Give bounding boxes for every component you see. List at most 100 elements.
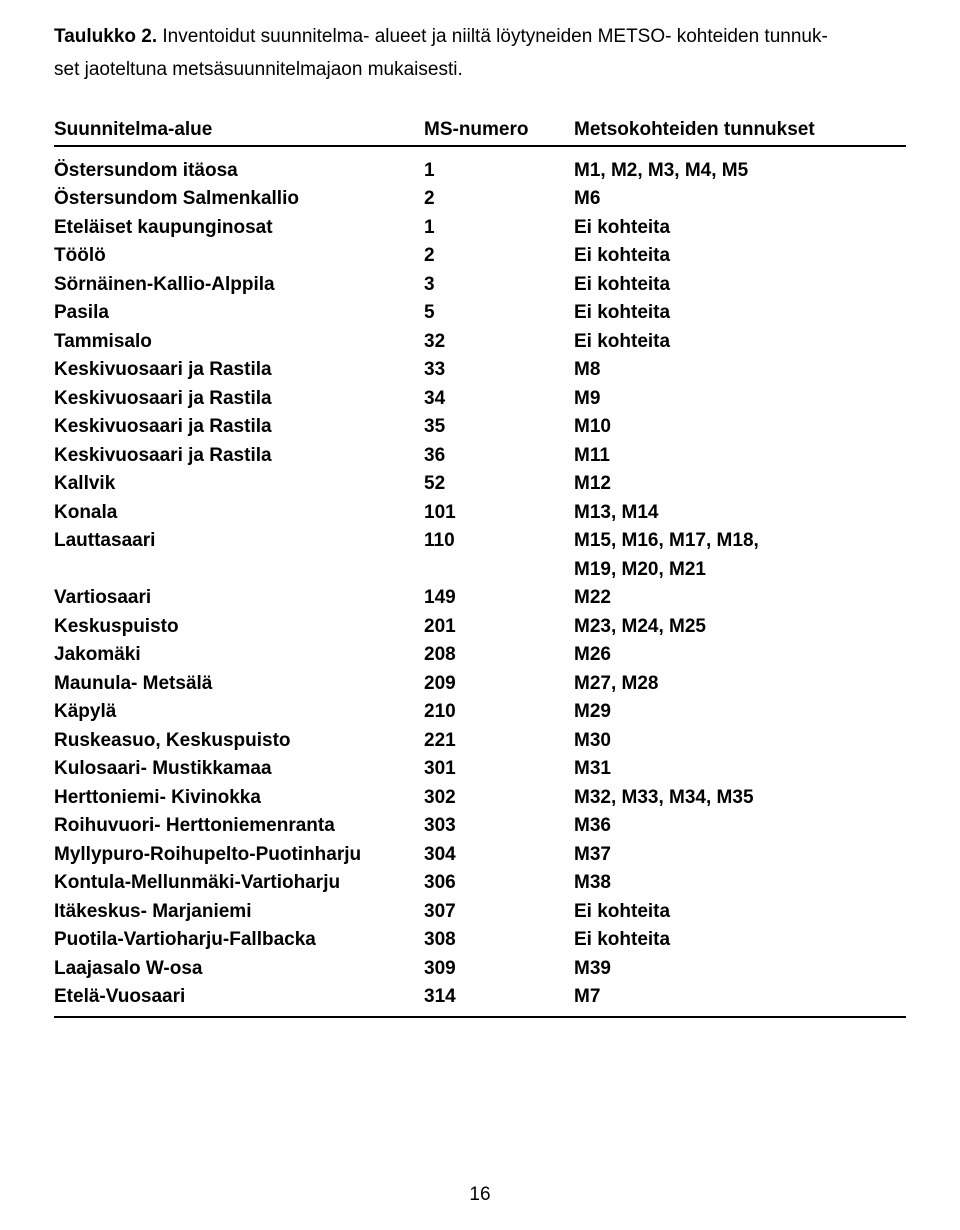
table-row: Konala101M13, M14 — [54, 499, 906, 528]
table-row: Kallvik52M12 — [54, 470, 906, 499]
cell-ms: 52 — [424, 470, 574, 499]
cell-area: Keskuspuisto — [54, 613, 424, 642]
table-row: Keskivuosaari ja Rastila33M8 — [54, 356, 906, 385]
cell-area: Maunula- Metsälä — [54, 670, 424, 699]
cell-ms: 3 — [424, 271, 574, 300]
table-row: Ruskeasuo, Keskuspuisto221M30 — [54, 727, 906, 756]
cell-area: Kulosaari- Mustikkamaa — [54, 755, 424, 784]
cell-met: M38 — [574, 869, 906, 898]
cell-met: M8 — [574, 356, 906, 385]
cell-ms: 2 — [424, 242, 574, 271]
cell-area: Roihuvuori- Herttoniemenranta — [54, 812, 424, 841]
cell-ms: 308 — [424, 926, 574, 955]
cell-met: M39 — [574, 955, 906, 984]
cell-ms: 304 — [424, 841, 574, 870]
cell-area: Laajasalo W-osa — [54, 955, 424, 984]
cell-area — [54, 556, 424, 585]
cell-area: Sörnäinen-Kallio-Alppila — [54, 271, 424, 300]
table-row: Pasila5Ei kohteita — [54, 299, 906, 328]
cell-area: Etelä-Vuosaari — [54, 983, 424, 1012]
cell-met: M11 — [574, 442, 906, 471]
cell-area: Kontula-Mellunmäki-Vartioharju — [54, 869, 424, 898]
cell-ms: 302 — [424, 784, 574, 813]
header-area: Suunnitelma-alue — [54, 119, 424, 141]
table-row: Maunula- Metsälä209M27, M28 — [54, 670, 906, 699]
table-row: Käpylä210M29 — [54, 698, 906, 727]
cell-ms: 149 — [424, 584, 574, 613]
caption-text-line2: set jaoteltuna metsäsuunnitelmajaon muka… — [54, 59, 463, 80]
cell-area: Herttoniemi- Kivinokka — [54, 784, 424, 813]
table-row: M19, M20, M21 — [54, 556, 906, 585]
table-row: Eteläiset kaupunginosat1Ei kohteita — [54, 214, 906, 243]
cell-ms — [424, 556, 574, 585]
table-row: Keskivuosaari ja Rastila36M11 — [54, 442, 906, 471]
cell-area: Östersundom itäosa — [54, 157, 424, 186]
cell-area: Ruskeasuo, Keskuspuisto — [54, 727, 424, 756]
cell-met: Ei kohteita — [574, 328, 906, 357]
table-row: Keskivuosaari ja Rastila35M10 — [54, 413, 906, 442]
table-caption: Taulukko 2. Inventoidut suunnitelma- alu… — [54, 20, 906, 87]
cell-ms: 307 — [424, 898, 574, 927]
table-row: Keskivuosaari ja Rastila34M9 — [54, 385, 906, 414]
cell-ms: 34 — [424, 385, 574, 414]
cell-met: Ei kohteita — [574, 299, 906, 328]
cell-area: Käpylä — [54, 698, 424, 727]
cell-met: M32, M33, M34, M35 — [574, 784, 906, 813]
cell-met: M19, M20, M21 — [574, 556, 906, 585]
table-row: Östersundom itäosa1M1, M2, M3, M4, M5 — [54, 157, 906, 186]
cell-area: Keskivuosaari ja Rastila — [54, 356, 424, 385]
cell-ms: 309 — [424, 955, 574, 984]
cell-met: M12 — [574, 470, 906, 499]
table-row: Kontula-Mellunmäki-Vartioharju306M38 — [54, 869, 906, 898]
data-table: Suunnitelma-alue MS-numero Metsokohteide… — [54, 119, 906, 1018]
cell-met: M1, M2, M3, M4, M5 — [574, 157, 906, 186]
cell-met: M30 — [574, 727, 906, 756]
cell-met: M13, M14 — [574, 499, 906, 528]
cell-area: Eteläiset kaupunginosat — [54, 214, 424, 243]
cell-area: Kallvik — [54, 470, 424, 499]
cell-ms: 209 — [424, 670, 574, 699]
cell-ms: 314 — [424, 983, 574, 1012]
table-row: Vartiosaari149M22 — [54, 584, 906, 613]
cell-ms: 110 — [424, 527, 574, 556]
cell-ms: 306 — [424, 869, 574, 898]
table-row: Töölö2Ei kohteita — [54, 242, 906, 271]
table-row: Östersundom Salmenkallio2M6 — [54, 185, 906, 214]
cell-ms: 2 — [424, 185, 574, 214]
cell-met: M7 — [574, 983, 906, 1012]
cell-ms: 208 — [424, 641, 574, 670]
caption-lead: Taulukko 2. — [54, 26, 157, 47]
table-row: Myllypuro-Roihupelto-Puotinharju304M37 — [54, 841, 906, 870]
cell-area: Töölö — [54, 242, 424, 271]
cell-area: Myllypuro-Roihupelto-Puotinharju — [54, 841, 424, 870]
cell-met: M9 — [574, 385, 906, 414]
cell-ms: 221 — [424, 727, 574, 756]
cell-area: Keskivuosaari ja Rastila — [54, 413, 424, 442]
cell-ms: 33 — [424, 356, 574, 385]
cell-ms: 1 — [424, 214, 574, 243]
cell-ms: 36 — [424, 442, 574, 471]
cell-area: Jakomäki — [54, 641, 424, 670]
cell-met: Ei kohteita — [574, 271, 906, 300]
cell-met: Ei kohteita — [574, 926, 906, 955]
cell-met: M22 — [574, 584, 906, 613]
cell-ms: 35 — [424, 413, 574, 442]
cell-ms: 210 — [424, 698, 574, 727]
cell-met: Ei kohteita — [574, 214, 906, 243]
header-ms: MS-numero — [424, 119, 574, 141]
table-row: Kulosaari- Mustikkamaa301M31 — [54, 755, 906, 784]
table-row: Tammisalo32Ei kohteita — [54, 328, 906, 357]
cell-met: M37 — [574, 841, 906, 870]
cell-met: M36 — [574, 812, 906, 841]
table-header-row: Suunnitelma-alue MS-numero Metsokohteide… — [54, 119, 906, 147]
cell-met: M10 — [574, 413, 906, 442]
table-row: Roihuvuori- Herttoniemenranta303M36 — [54, 812, 906, 841]
table-row: Keskuspuisto201M23, M24, M25 — [54, 613, 906, 642]
cell-met: M31 — [574, 755, 906, 784]
cell-area: Lauttasaari — [54, 527, 424, 556]
cell-area: Vartiosaari — [54, 584, 424, 613]
cell-area: Keskivuosaari ja Rastila — [54, 385, 424, 414]
cell-ms: 32 — [424, 328, 574, 357]
cell-area: Tammisalo — [54, 328, 424, 357]
cell-ms: 5 — [424, 299, 574, 328]
